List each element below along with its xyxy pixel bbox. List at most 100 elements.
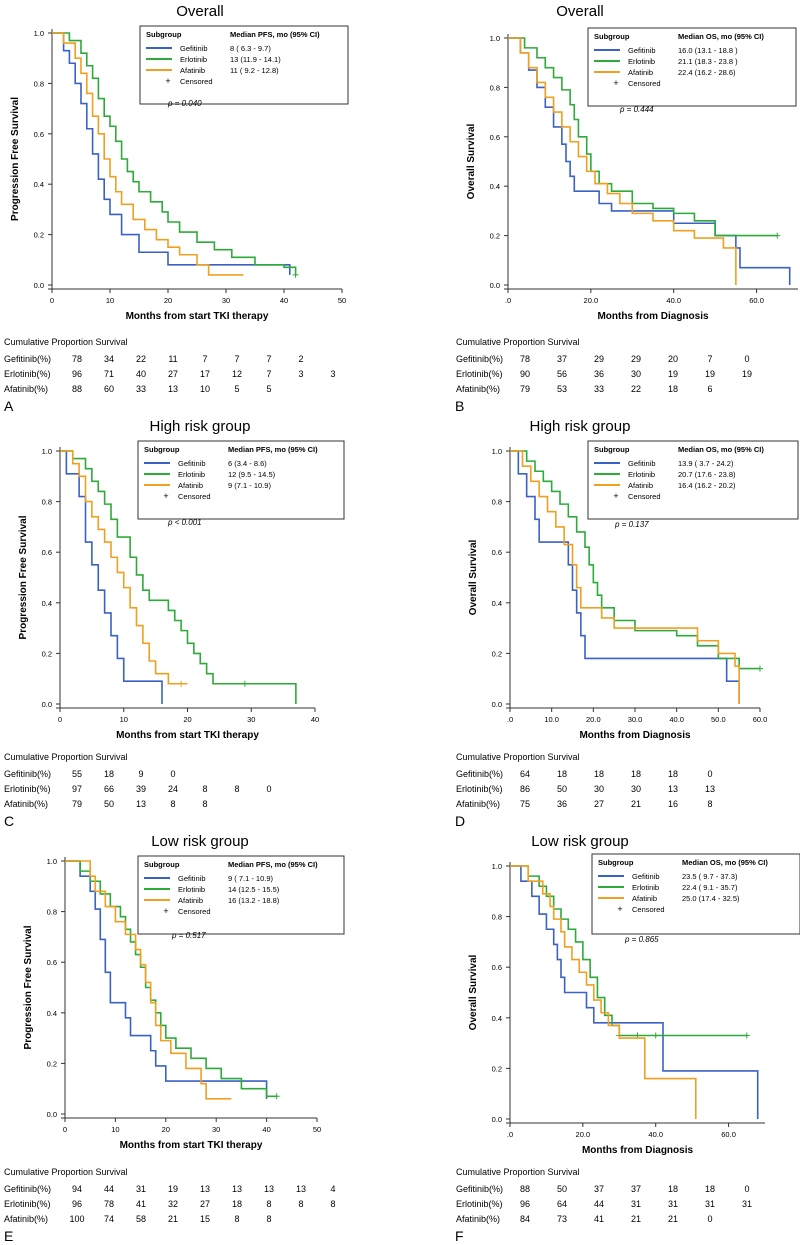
risk-table-cell: 6: [707, 384, 713, 394]
risk-table-row-label: Erlotinib(%): [4, 1199, 51, 1209]
legend-label-erlotinib: Erlotinib: [632, 883, 659, 892]
risk-table-cell: 50: [103, 799, 114, 809]
legend-value-afatinib: 9 (7.1 - 10.9): [228, 481, 271, 490]
y-tick-label: 0.8: [47, 908, 57, 917]
x-tick-label: 10: [106, 296, 114, 305]
risk-table-cell: 8: [330, 1199, 336, 1209]
x-tick-label: 40: [311, 715, 319, 724]
risk-table-cell: 58: [135, 1214, 146, 1224]
censor-mark-erlotinib: [774, 232, 781, 239]
y-tick-label: 0.6: [47, 958, 57, 967]
risk-table-cell: 16: [667, 799, 678, 809]
x-axis-label: Months from start TKI therapy: [120, 1140, 263, 1151]
legend-value-gefitinib: 13.9 ( 3.7 - 24.2): [678, 459, 734, 468]
risk-table-cell: 30: [593, 784, 604, 794]
legend-header-right: Median PFS, mo (95% CI): [230, 30, 320, 39]
risk-table-cell: 100: [69, 1214, 85, 1224]
x-tick-label: 50: [313, 1125, 321, 1134]
y-tick-label: 0.0: [47, 1110, 57, 1119]
risk-table-row-label: Erlotinib(%): [4, 369, 51, 379]
legend-value-gefitinib: 8 ( 6.3 - 9.7): [230, 44, 271, 53]
y-axis-label: Progression Free Survival: [23, 925, 34, 1049]
risk-table-cell: 36: [593, 369, 604, 379]
risk-table-cell: 22: [630, 384, 641, 394]
risk-table-cell: 31: [741, 1199, 752, 1209]
legend-value-erlotinib: 13 (11.9 - 14.1): [230, 55, 281, 64]
legend-label-afatinib: Afatinib: [632, 894, 657, 903]
risk-table-row-label: Gefitinib(%): [4, 1184, 52, 1194]
legend-header-left: Subgroup: [594, 445, 630, 454]
y-tick-label: 0.0: [490, 281, 500, 290]
x-tick-label: 20: [183, 715, 191, 724]
legend-label-afatinib: Afatinib: [178, 481, 203, 490]
km-line-erlotinib: [52, 32, 297, 275]
risk-table-cell: 5: [234, 384, 240, 394]
risk-table-cell: 18: [103, 769, 114, 779]
risk-table-cell: 44: [593, 1199, 604, 1209]
risk-table-cell: 8: [707, 799, 713, 809]
km-line-erlotinib: [60, 450, 297, 704]
legend-header-left: Subgroup: [144, 445, 180, 454]
risk-table-cell: 21: [630, 799, 641, 809]
risk-table-cell: 19: [667, 369, 678, 379]
y-tick-label: 0.4: [492, 599, 502, 608]
x-tick-label: 10.0: [544, 715, 559, 724]
y-tick-label: 1.0: [47, 857, 57, 866]
risk-table-cell: 19: [167, 1184, 178, 1194]
y-tick-label: 1.0: [492, 862, 502, 871]
risk-table-cell: 27: [167, 369, 178, 379]
risk-table-title: Cumulative Proportion Survival: [456, 337, 580, 347]
x-tick-label: .0: [507, 715, 513, 724]
risk-table-cell: 9: [138, 769, 144, 779]
legend-header-left: Subgroup: [598, 858, 634, 867]
risk-table-cell: 0: [707, 1214, 713, 1224]
y-tick-label: 1.0: [490, 34, 500, 43]
p-value: p = 0.137: [614, 520, 649, 529]
km-line-gefitinib: [65, 860, 268, 1099]
censor-mark-afatinib: [178, 680, 185, 687]
legend-label-afatinib: Afatinib: [628, 68, 653, 77]
chart-title: Overall: [556, 3, 604, 20]
km-line-afatinib: [510, 450, 740, 704]
risk-table-cell: 27: [199, 1199, 210, 1209]
risk-table-cell: 19: [704, 369, 715, 379]
y-tick-label: 0.2: [492, 1064, 502, 1073]
risk-table-row-label: Gefitinib(%): [4, 354, 52, 364]
risk-table-cell: 50: [556, 1184, 567, 1194]
x-tick-label: 40: [280, 296, 288, 305]
risk-table-row-label: Gefitinib(%): [456, 354, 504, 364]
km-line-afatinib: [60, 450, 188, 685]
risk-table-cell: 27: [593, 799, 604, 809]
x-tick-label: 20.0: [586, 715, 601, 724]
risk-table-cell: 18: [556, 769, 567, 779]
risk-table-cell: 5: [266, 384, 272, 394]
legend-box: [137, 855, 345, 935]
x-tick-label: 30.0: [628, 715, 643, 724]
risk-table-row-label: Afatinib(%): [4, 1214, 49, 1224]
panel-letter-d: D: [455, 813, 466, 829]
y-tick-label: 0.6: [492, 548, 502, 557]
risk-table-cell: 86: [519, 784, 530, 794]
chart-title: High risk group: [530, 418, 631, 435]
chart-title: Low risk group: [531, 833, 629, 850]
risk-table-cell: 3: [330, 369, 336, 379]
risk-table-cell: 73: [556, 1214, 567, 1224]
legend-box: [591, 853, 800, 935]
risk-table-cell: 56: [556, 369, 567, 379]
chart-d: High risk group 0.0 0.2 0.4 0.6 0.8 1.0 .0 10.0 2…: [468, 418, 799, 741]
risk-table-cell: 13: [295, 1184, 306, 1194]
x-tick-label: .0: [505, 296, 511, 305]
risk-table-cell: 64: [519, 769, 530, 779]
x-tick-label: 30: [222, 296, 230, 305]
risk-table-cell: 33: [135, 384, 146, 394]
legend-label-afatinib: Afatinib: [628, 481, 653, 490]
risk-table-cell: 11: [168, 354, 178, 364]
y-tick-label: 0.4: [492, 1014, 502, 1023]
risk-table-row-label: Erlotinib(%): [456, 1199, 503, 1209]
legend-censored-label: Censored: [178, 492, 211, 501]
x-tick-label: 20.0: [584, 296, 599, 305]
legend-value-erlotinib: 21.1 (18.3 - 23.8 ): [678, 57, 738, 66]
risk-table-cell: 31: [135, 1184, 146, 1194]
chart-e: Low risk group 0.0 0.2 0.4 0.6 0.8 1.0 0 10 20 30 4…: [23, 833, 345, 1151]
